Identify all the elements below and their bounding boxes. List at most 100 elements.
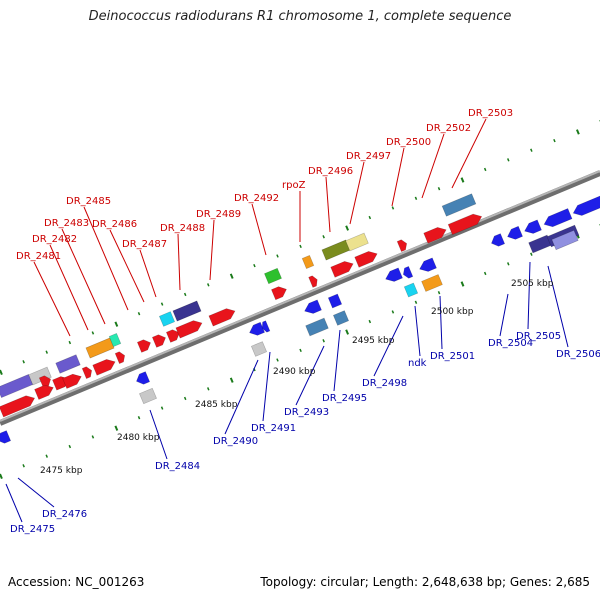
tick-row-upper: [206, 283, 210, 287]
reverse-gene-label: DR_2498: [362, 378, 407, 389]
gene-feature: [491, 233, 506, 247]
reverse-gene-label: DR_2476: [42, 509, 87, 520]
forward-gene-label: DR_2485: [66, 196, 111, 207]
forward-label-line: [391, 147, 405, 207]
tick-row-upper: [414, 196, 418, 200]
gene-feature: [332, 310, 350, 326]
tick-row-lower: [91, 435, 95, 439]
tick-row-upper: [345, 225, 350, 231]
gene-feature: [551, 229, 579, 251]
forward-label-line: [177, 233, 181, 291]
reverse-gene-label: DR_2505: [516, 331, 561, 342]
gene-feature: [447, 213, 483, 236]
gene-feature: [264, 267, 282, 285]
tick-row-lower: [483, 271, 487, 276]
gene-feature: [208, 308, 236, 327]
tick-row-upper: [368, 215, 372, 220]
tick-row-lower: [414, 300, 418, 304]
gene-feature: [62, 373, 82, 389]
gene-feature: [419, 257, 437, 272]
tick-row-upper: [68, 340, 72, 345]
tick-row-upper: [507, 158, 510, 162]
forward-gene-label: DR_2496: [308, 166, 353, 177]
forward-label-line: [61, 228, 106, 325]
gene-feature: [421, 274, 443, 292]
reverse-label-line: [499, 293, 509, 337]
tick-row-upper: [530, 148, 533, 152]
gene-feature: [249, 321, 265, 336]
forward-label-line: [109, 229, 145, 303]
gene-feature: [402, 265, 414, 279]
backbone: [0, 170, 600, 426]
forward-label-line: [33, 261, 71, 337]
tick-row-lower: [391, 310, 395, 314]
gene-feature: [304, 299, 322, 314]
reverse-label-line: [333, 329, 341, 392]
map-title: Deinococcus radiodurans R1 chromosome 1,…: [88, 9, 512, 24]
forward-label-line: [49, 244, 89, 331]
gene-feature: [81, 366, 93, 380]
gene-feature: [0, 395, 36, 418]
gene-feature: [345, 232, 369, 252]
gene-feature: [354, 251, 378, 268]
forward-gene-label: DR_2482: [32, 234, 77, 245]
tick-row-lower: [437, 291, 441, 295]
gene-feature: [136, 339, 151, 353]
tick-row-upper: [460, 177, 465, 183]
gene-feature: [403, 282, 419, 298]
reverse-label-line: [295, 345, 325, 406]
forward-gene-label: DR_2492: [234, 193, 279, 204]
gene-feature: [0, 373, 34, 399]
reverse-label-line: [414, 305, 421, 357]
reverse-label-line: [439, 295, 443, 350]
tick-row-lower: [114, 425, 119, 431]
gene-feature: [441, 193, 477, 217]
tick-row-upper: [160, 302, 164, 306]
reverse-gene-label: DR_2490: [213, 436, 258, 447]
gene-feature: [139, 387, 157, 405]
scale-label: 2485 kbp: [195, 400, 238, 410]
gene-feature: [330, 261, 354, 278]
reverse-gene-label: DR_2501: [430, 351, 475, 362]
gene-feature: [507, 225, 523, 240]
reverse-gene-label: ndk: [408, 358, 427, 369]
tick-row-upper: [91, 331, 95, 335]
forward-label-line: [251, 203, 267, 256]
forward-label-line: [349, 161, 365, 225]
tick-row-upper: [229, 273, 234, 279]
tick-row-upper: [253, 263, 256, 268]
tick-row-lower: [507, 262, 510, 266]
scale-label: 2475 kbp: [40, 466, 83, 476]
reverse-label-line: [527, 261, 531, 330]
gene-feature: [305, 317, 329, 337]
tick-row-upper: [437, 187, 441, 191]
gene-feature: [572, 195, 600, 216]
tick-row-lower: [345, 329, 350, 335]
tick-row-upper: [553, 138, 556, 143]
gene-feature: [385, 267, 403, 282]
gene-feature: [108, 332, 122, 348]
gene-feature: [85, 337, 115, 359]
reverse-label-line: [149, 409, 168, 460]
gene-feature: [301, 254, 315, 270]
forward-label-line: [83, 206, 129, 311]
tick-row-upper: [299, 244, 302, 249]
tick-row-upper: [322, 235, 325, 239]
label-layer: 2475 kbp 2480 kbp 2485 kbp 2490 kbp 2495 kbp…: [10, 108, 600, 535]
gene-feature: [524, 219, 542, 234]
genome-summary-text: Topology: circular; Length: 2,648,638 bp…: [260, 575, 590, 589]
forward-gene-label: DR_2500: [386, 137, 431, 148]
gene-feature: [261, 320, 271, 333]
scale-label: 2490 kbp: [273, 367, 316, 377]
tick-row-upper: [45, 350, 49, 354]
tick-row-lower: [460, 281, 465, 287]
tick-row-lower: [22, 464, 25, 468]
tick-row-lower: [368, 319, 372, 324]
forward-gene-label: DR_2488: [160, 223, 205, 234]
tick-row-lower: [299, 348, 302, 353]
forward-gene-label: DR_2487: [122, 239, 167, 250]
gene-feature: [151, 334, 166, 348]
tick-row-lower: [137, 416, 141, 420]
reverse-gene-label: DR_2493: [284, 407, 329, 418]
